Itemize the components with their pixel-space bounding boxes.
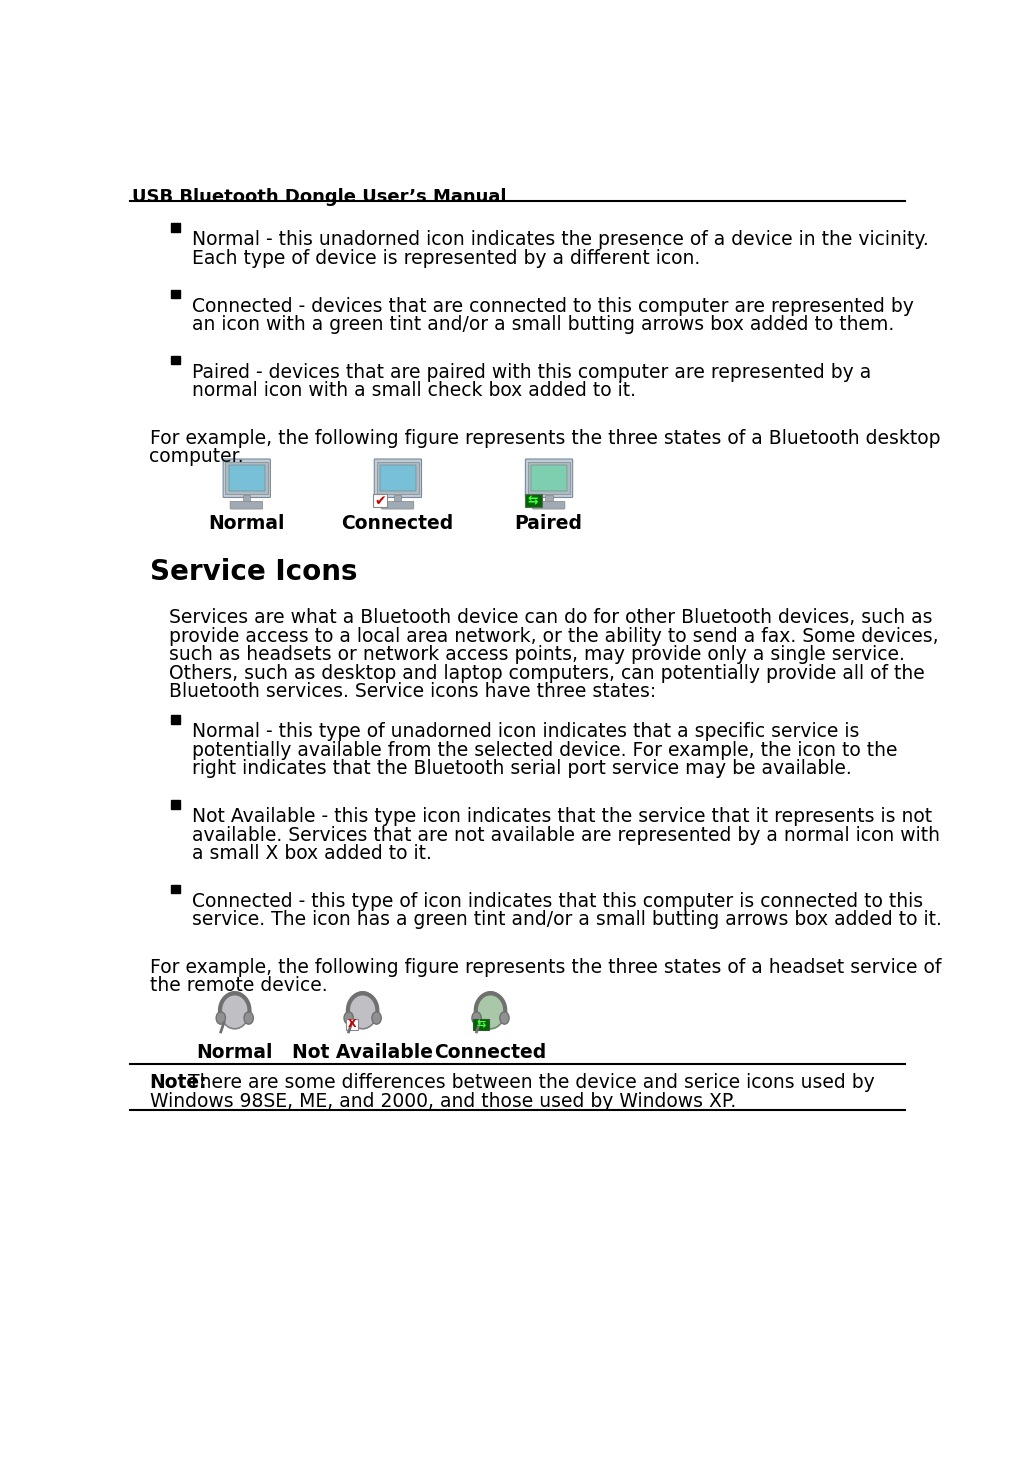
Ellipse shape xyxy=(476,992,505,1029)
FancyBboxPatch shape xyxy=(532,501,565,509)
FancyBboxPatch shape xyxy=(223,459,271,497)
Text: Bluetooth services. Service icons have three states:: Bluetooth services. Service icons have t… xyxy=(169,682,656,701)
Text: a small X box added to it.: a small X box added to it. xyxy=(192,844,432,863)
Text: provide access to a local area network, or the ability to send a fax. Some devic: provide access to a local area network, … xyxy=(169,626,938,645)
Bar xyxy=(527,462,571,494)
Text: right indicates that the Bluetooth serial port service may be available.: right indicates that the Bluetooth seria… xyxy=(192,760,851,778)
Text: potentially available from the selected device. For example, the icon to the: potentially available from the selected … xyxy=(192,741,898,760)
Text: Others, such as desktop and laptop computers, can potentially provide all of the: Others, such as desktop and laptop compu… xyxy=(169,664,924,682)
Bar xyxy=(225,462,268,494)
Text: Connected: Connected xyxy=(434,1042,546,1061)
Text: Windows 98SE, ME, and 2000, and those used by Windows XP.: Windows 98SE, ME, and 2000, and those us… xyxy=(149,1092,735,1111)
Bar xyxy=(172,356,180,365)
Text: Normal: Normal xyxy=(197,1042,273,1061)
Text: Paired - devices that are paired with this computer are represented by a: Paired - devices that are paired with th… xyxy=(192,363,872,382)
Text: Normal - this type of unadorned icon indicates that a specific service is: Normal - this type of unadorned icon ind… xyxy=(192,722,860,741)
Text: computer.: computer. xyxy=(149,447,244,466)
Bar xyxy=(544,495,552,504)
Text: Service Icons: Service Icons xyxy=(149,559,357,587)
Text: ⇆: ⇆ xyxy=(477,1019,486,1029)
Bar xyxy=(374,494,388,507)
Text: Normal: Normal xyxy=(208,514,285,534)
Bar xyxy=(474,1019,489,1029)
Text: such as headsets or network access points, may provide only a single service.: such as headsets or network access point… xyxy=(169,645,905,664)
Text: service. The icon has a green tint and/or a small butting arrows box added to it: service. The icon has a green tint and/o… xyxy=(192,910,942,929)
Text: X: X xyxy=(347,1019,357,1029)
Bar xyxy=(380,465,416,491)
Text: Connected - devices that are connected to this computer are represented by: Connected - devices that are connected t… xyxy=(192,297,914,316)
Ellipse shape xyxy=(244,1011,254,1025)
Bar xyxy=(172,800,180,809)
Text: Services are what a Bluetooth device can do for other Bluetooth devices, such as: Services are what a Bluetooth device can… xyxy=(169,609,932,628)
Text: There are some differences between the device and serice icons used by: There are some differences between the d… xyxy=(182,1073,875,1092)
Bar xyxy=(377,462,419,494)
Bar xyxy=(345,1019,358,1029)
Text: ✔: ✔ xyxy=(375,494,386,507)
Text: normal icon with a small check box added to it.: normal icon with a small check box added… xyxy=(192,381,636,400)
Bar xyxy=(524,494,541,507)
Bar xyxy=(394,495,401,504)
Ellipse shape xyxy=(344,1011,354,1025)
Text: USB Bluetooth Dongle User’s Manual: USB Bluetooth Dongle User’s Manual xyxy=(132,188,507,206)
Text: Paired: Paired xyxy=(515,514,583,534)
Text: available. Services that are not available are represented by a normal icon with: available. Services that are not availab… xyxy=(192,826,940,844)
Ellipse shape xyxy=(347,992,378,1029)
Text: Each type of device is represented by a different icon.: Each type of device is represented by a … xyxy=(192,248,700,268)
Text: Not Available: Not Available xyxy=(292,1042,433,1061)
Text: Not Available - this type icon indicates that the service that it represents is : Not Available - this type icon indicates… xyxy=(192,807,932,826)
FancyBboxPatch shape xyxy=(375,459,421,497)
Bar xyxy=(531,465,568,491)
Text: Normal - this unadorned icon indicates the presence of a device in the vicinity.: Normal - this unadorned icon indicates t… xyxy=(192,231,929,250)
Ellipse shape xyxy=(472,1011,481,1025)
Text: Note:: Note: xyxy=(149,1073,207,1092)
Bar xyxy=(172,885,180,894)
Bar xyxy=(228,465,265,491)
Text: ⇆: ⇆ xyxy=(528,494,538,507)
Bar xyxy=(172,716,180,723)
Ellipse shape xyxy=(216,1011,225,1025)
FancyBboxPatch shape xyxy=(381,501,414,509)
Text: Connected - this type of icon indicates that this computer is connected to this: Connected - this type of icon indicates … xyxy=(192,892,923,911)
Ellipse shape xyxy=(372,1011,381,1025)
Text: the remote device.: the remote device. xyxy=(149,976,327,995)
Text: For example, the following figure represents the three states of a Bluetooth des: For example, the following figure repres… xyxy=(149,429,940,448)
Bar xyxy=(172,223,180,232)
Ellipse shape xyxy=(220,992,249,1029)
FancyBboxPatch shape xyxy=(525,459,573,497)
Bar xyxy=(242,495,250,504)
Bar xyxy=(172,290,180,298)
Text: For example, the following figure represents the three states of a headset servi: For example, the following figure repres… xyxy=(149,958,941,978)
Text: an icon with a green tint and/or a small butting arrows box added to them.: an icon with a green tint and/or a small… xyxy=(192,315,895,334)
Ellipse shape xyxy=(500,1011,509,1025)
FancyBboxPatch shape xyxy=(230,501,263,509)
Text: Connected: Connected xyxy=(341,514,453,534)
